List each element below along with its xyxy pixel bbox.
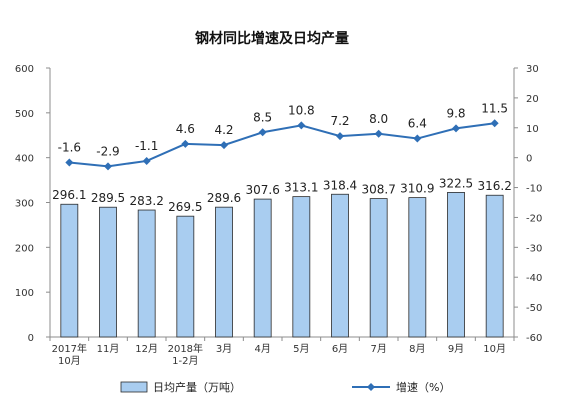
x-axis-tick-label: 4月 — [254, 343, 270, 355]
line-marker — [490, 119, 499, 128]
bar — [292, 196, 311, 338]
x-axis-tick-label: 10月 — [483, 343, 506, 355]
x-axis-tick-label: 2018年 1-2月 — [168, 342, 203, 367]
line-marker — [65, 158, 74, 167]
legend-bar-label: 日均产量（万吨） — [153, 380, 241, 394]
bar-value-label: 310.9 — [400, 182, 434, 196]
bar-value-label: 269.5 — [168, 200, 202, 214]
bar — [331, 193, 349, 338]
legend-bar-swatch — [120, 381, 148, 393]
right-axis-tick-label: 0 — [526, 154, 532, 165]
line-marker — [374, 129, 383, 138]
line-marker — [258, 128, 267, 137]
bar-value-label: 313.1 — [284, 181, 318, 195]
right-axis-tick-label: -10 — [526, 184, 542, 195]
bar — [447, 192, 465, 338]
chart-title: 钢材同比增速及日均产量 — [195, 30, 349, 47]
line-value-label: 8.0 — [369, 112, 388, 126]
left-axis-tick-label: 100 — [15, 288, 34, 299]
bar — [137, 209, 156, 338]
line-marker — [452, 124, 460, 133]
x-axis-tick-label: 7月 — [370, 343, 386, 355]
line-value-label: 10.8 — [288, 103, 315, 117]
bar — [215, 206, 233, 338]
line-value-label: 8.5 — [253, 110, 272, 124]
line-value-label: 9.8 — [446, 106, 465, 120]
bar-value-label: 322.5 — [439, 176, 473, 190]
right-axis-tick-label: 30 — [526, 64, 539, 75]
right-axis-tick-label: -30 — [526, 243, 542, 254]
axes: 0 100 200 300 400 500 600 -60 -50 -40 -30 -20 -10 0 10… — [15, 64, 542, 367]
x-axis-tick-label: 3月 — [216, 343, 232, 355]
legend-line-marker — [367, 383, 375, 391]
line-value-label: -1.1 — [135, 139, 158, 153]
line-value-label: 11.5 — [481, 101, 508, 115]
left-axis-tick-label: 200 — [15, 243, 34, 254]
bar — [408, 197, 427, 338]
bar — [176, 215, 195, 338]
growth-line — [69, 122, 495, 168]
left-axis-tick-label: 500 — [15, 109, 34, 120]
line-value-label: 4.2 — [214, 123, 233, 137]
x-axis-tick-label: 12月 — [135, 343, 158, 355]
line-marker — [142, 156, 151, 165]
bar — [253, 198, 272, 338]
right-axis-tick-label: -20 — [526, 213, 542, 224]
bar-value-label: 316.2 — [477, 179, 511, 193]
x-axis-tick-label: 2017年 10月 — [52, 342, 87, 367]
bar-value-label: 283.2 — [129, 194, 163, 208]
x-axis-tick-label: 8月 — [409, 343, 425, 355]
right-axis-tick-label: -60 — [526, 333, 542, 344]
bar-value-label: 289.6 — [207, 191, 241, 205]
bar-series — [60, 192, 504, 338]
bar-value-label: 307.6 — [245, 183, 279, 197]
line-marker — [413, 134, 422, 143]
x-axis-tick-label: 9月 — [448, 343, 464, 355]
line-marker — [181, 139, 190, 148]
line-series — [65, 119, 499, 171]
right-axis-tick-label: 10 — [526, 124, 539, 135]
line-value-label: -2.9 — [96, 144, 119, 158]
bar — [99, 206, 117, 338]
bar — [369, 198, 388, 338]
x-axis-tick-label: 5月 — [293, 343, 309, 355]
legend-line-label: 增速（%） — [396, 380, 450, 394]
left-axis-tick-label: 300 — [15, 199, 34, 210]
left-axis-tick-label: 400 — [15, 154, 34, 165]
bar — [60, 203, 79, 338]
bar — [485, 194, 504, 338]
right-axis-tick-label: -50 — [526, 303, 542, 314]
bar-value-label: 296.1 — [52, 188, 86, 202]
right-axis-tick-label: -40 — [526, 273, 542, 284]
line-value-label: 6.4 — [408, 117, 427, 131]
line-value-label: 7.2 — [330, 114, 349, 128]
x-axis-tick-label: 11月 — [97, 343, 120, 355]
line-marker — [297, 121, 306, 130]
line-marker — [220, 141, 228, 150]
bar-value-label: 318.4 — [323, 178, 357, 192]
legend: 日均产量（万吨） 增速（%） — [120, 380, 450, 394]
left-axis-tick-label: 600 — [15, 64, 34, 75]
data-labels: 296.1 289.5 283.2 269.5 289.6 307.6 313.1 318.4… — [52, 101, 512, 214]
right-axis-tick-label: 20 — [526, 94, 539, 105]
bar-value-label: 289.5 — [91, 191, 125, 205]
line-marker — [104, 162, 112, 171]
line-value-label: -1.6 — [58, 140, 81, 154]
bar-value-label: 308.7 — [361, 183, 395, 197]
x-axis-tick-label: 6月 — [332, 343, 348, 355]
left-axis-tick-label: 0 — [28, 333, 34, 344]
line-marker — [336, 132, 344, 141]
line-value-label: 4.6 — [176, 122, 195, 136]
